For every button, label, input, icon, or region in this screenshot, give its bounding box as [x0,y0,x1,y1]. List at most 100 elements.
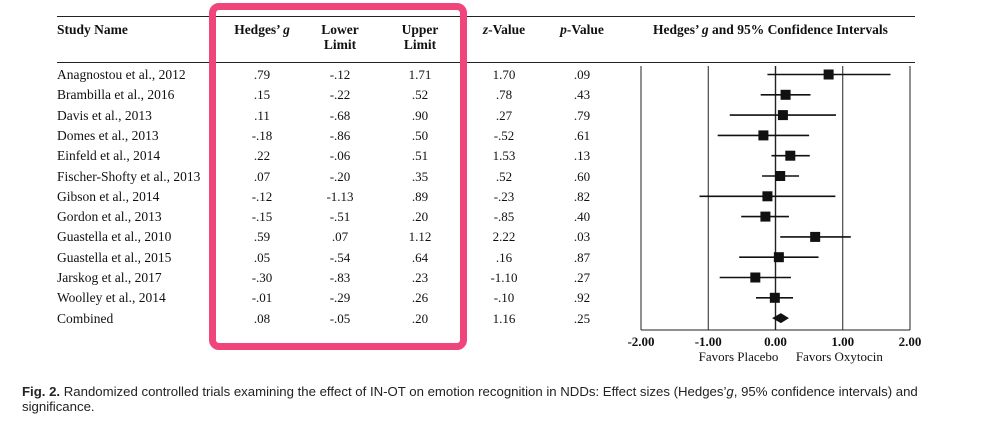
cell-z-value: 2.22 [492,229,516,245]
cell-lower-limit: -1.13 [326,188,354,204]
cell-p-value: .79 [573,107,591,123]
cell-z-value: .78 [495,87,513,103]
cell-hedges-g: -.30 [251,270,273,285]
effect-marker [750,272,761,283]
cell-hedges-g: .15 [253,87,271,103]
tick-label: -1.00 [695,334,722,349]
cell-z-value: .16 [495,249,513,265]
cell-z-value: -.10 [493,290,515,306]
cell-hedges-g: .79 [253,67,271,82]
cell-p-value: .09 [573,67,591,82]
cell-lower-limit: -.86 [329,127,351,143]
caption-label: Fig. 2. [22,384,61,399]
cell-study-name: Davis et al., 2013 [57,107,152,123]
cell-upper-limit: .26 [411,290,429,306]
effect-marker [823,69,834,80]
cell-study-name: Fischer-Shofty et al., 2013 [57,168,201,184]
cell-hedges-g: .08 [253,310,271,326]
cell-p-value: .60 [573,168,591,184]
cell-upper-limit: 1.12 [408,229,432,245]
cell-upper-limit: .52 [411,87,429,103]
cell-z-value: -1.10 [490,270,518,285]
cell-hedges-g: .11 [254,107,270,123]
cell-hedges-g: .59 [253,229,271,245]
cell-z-value: 1.53 [492,148,516,164]
cell-z-value: -.85 [493,209,515,225]
cell-p-value: .61 [573,127,591,143]
header-ci-title: Hedges’ g and 95% Confidence Intervals [653,22,888,37]
cell-hedges-g: -.01 [251,290,273,306]
effect-marker [760,211,771,222]
cell-hedges-g: .22 [253,148,271,164]
figure-caption: Fig. 2. Randomized controlled trials exa… [22,384,918,414]
cell-hedges-g: -.18 [251,127,273,143]
table-header-rule [57,62,915,63]
effect-marker [785,150,796,161]
cell-hedges-g: -.12 [251,188,273,204]
cell-lower-limit: -.22 [329,87,351,103]
cell-lower-limit: .07 [331,229,349,245]
cell-study-name: Einfeld et al., 2014 [57,148,161,164]
cell-lower-limit: -.12 [329,67,351,82]
cell-study-name: Brambilla et al., 2016 [57,87,175,103]
tick-label: 0.00 [764,334,787,349]
cell-z-value: .52 [495,168,513,184]
effect-marker [769,292,780,303]
cell-z-value: -.23 [493,188,515,204]
cell-upper-limit: .89 [411,188,429,204]
cell-lower-limit: -.06 [329,148,351,164]
cell-study-name: Guastella et al., 2010 [57,229,172,245]
cell-hedges-g: -.15 [251,209,273,225]
cell-study-name: Anagnostou et al., 2012 [57,67,186,82]
effect-marker [762,191,773,202]
cell-z-value: 1.70 [492,67,516,82]
cell-upper-limit: .51 [411,148,429,164]
cell-hedges-g: .07 [253,168,271,184]
cell-p-value: .13 [573,148,591,164]
cell-p-value: .03 [573,229,591,245]
cell-study-name: Woolley et al., 2014 [57,290,166,306]
favors-oxytocin-label: Favors Oxytocin [796,349,884,364]
cell-lower-limit: -.05 [329,310,351,326]
tick-label: -2.00 [627,334,654,349]
cell-p-value: .87 [573,249,591,265]
cell-z-value: -.52 [493,127,515,143]
cell-lower-limit: -.51 [329,209,351,225]
cell-lower-limit: -.54 [329,249,351,265]
table-top-rule [57,16,915,17]
cell-p-value: .43 [573,87,591,103]
favors-placebo-label: Favors Placebo [699,349,779,364]
cell-study-name: Domes et al., 2013 [57,127,159,143]
cell-z-value: 1.16 [492,310,516,326]
cell-upper-limit: .64 [411,249,429,265]
cell-p-value: .40 [573,209,591,225]
cell-study-name: Jarskog et al., 2017 [57,270,162,285]
cell-p-value: .27 [573,270,591,285]
effect-marker [758,130,769,141]
cell-upper-limit: .23 [411,270,429,285]
header-z-value: z-Value [482,22,526,37]
cell-upper-limit: .20 [411,209,429,225]
effect-marker [773,252,784,263]
forest-plot: -2.00 -1.00 0.00 1.00 2.00 Favors Placebo Favo… [627,66,921,364]
cell-upper-limit: .20 [411,310,429,326]
cell-study-name: Gibson et al., 2014 [57,188,160,204]
cell-lower-limit: -.29 [329,290,351,306]
cell-upper-limit: .50 [411,127,429,143]
header-study-name: Study Name [57,22,128,37]
cell-p-value: .25 [573,310,591,326]
header-upper-limit: Upper Limit [401,22,439,52]
highlight-box [209,3,467,350]
cell-study-name: Gordon et al., 2013 [57,209,162,225]
header-p-value: p-Value [560,22,604,37]
cell-z-value: .27 [495,107,513,123]
cell-upper-limit: .35 [411,168,429,184]
effect-marker [775,171,786,181]
cell-p-value: .82 [573,188,591,204]
header-lower-limit: Lower Limit [321,22,359,52]
cell-upper-limit: .90 [411,107,429,123]
cell-lower-limit: -.20 [329,168,351,184]
cell-study-name: Guastella et al., 2015 [57,249,172,265]
effect-marker [777,110,788,121]
cell-hedges-g: .05 [253,249,271,265]
